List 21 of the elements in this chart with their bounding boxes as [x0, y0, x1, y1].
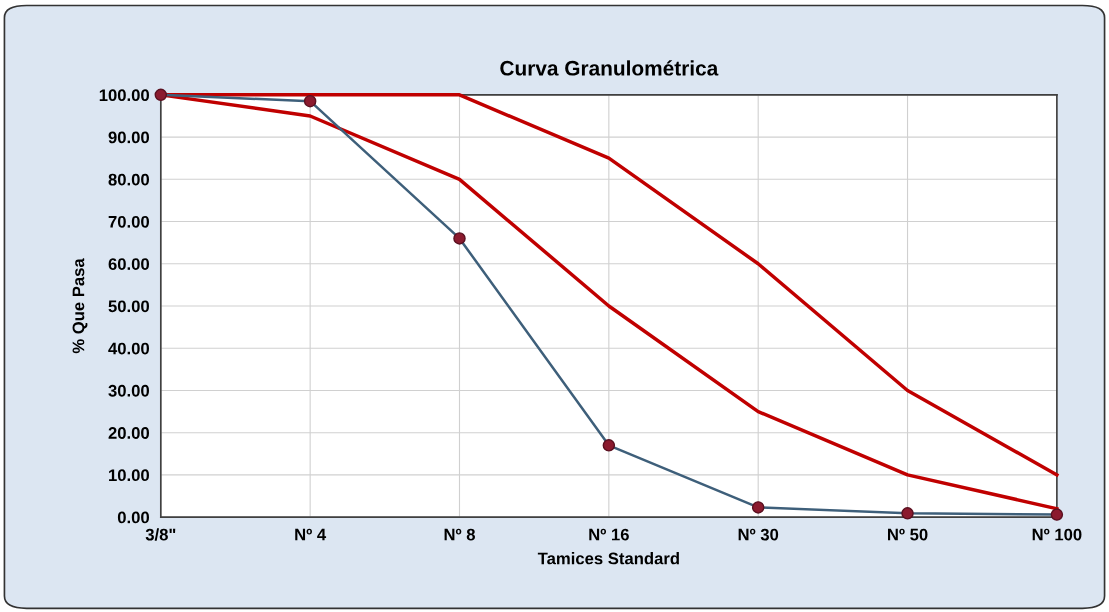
y-tick-label: 70.00 — [108, 215, 150, 228]
x-tick-label: Nº 16 — [589, 528, 629, 541]
x-tick-label: 3/8" — [145, 528, 176, 541]
y-tick-label: 80.00 — [108, 173, 150, 186]
x-tick-label: Nº 30 — [738, 528, 779, 541]
x-tick-label: Nº 100 — [1032, 528, 1082, 541]
y-tick-label: 40.00 — [108, 342, 150, 355]
y-tick-label: 90.00 — [108, 131, 150, 144]
chart-title: Curva Granulométrica — [500, 60, 719, 76]
x-tick-label: Nº 50 — [888, 528, 928, 541]
x-tick-label: Nº 8 — [444, 528, 475, 541]
y-tick-label: 60.00 — [108, 258, 150, 270]
y-tick-label: 20.00 — [108, 427, 150, 439]
y-tick-label: 50.00 — [108, 300, 150, 313]
x-axis-title: Tamices Standard — [537, 552, 679, 565]
y-axis-title: % Que Pasa — [72, 258, 88, 354]
y-tick-label: 10.00 — [109, 469, 150, 482]
x-tick-label: Nº 4 — [295, 528, 327, 541]
y-tick-label: 0.00 — [117, 511, 150, 524]
y-tick-label: 100.00 — [99, 89, 150, 102]
y-tick-label: 30.00 — [108, 384, 150, 397]
